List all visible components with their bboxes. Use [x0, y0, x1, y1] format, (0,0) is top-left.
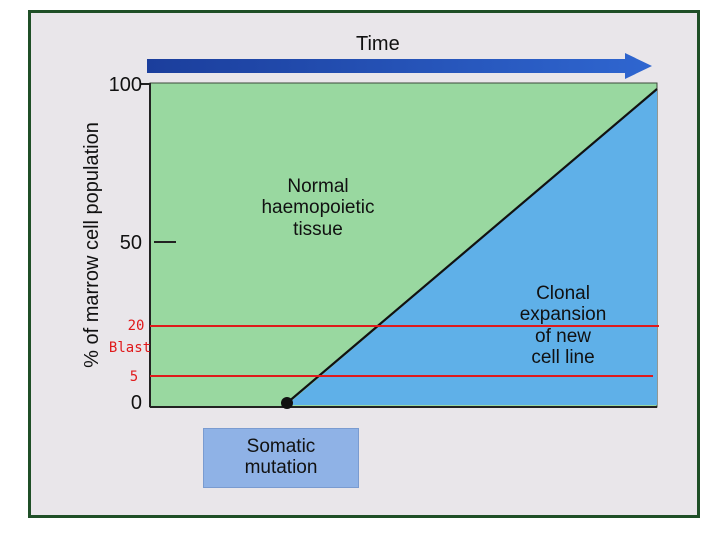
somatic-box-line1: Somatic — [246, 436, 316, 458]
clonal-expansion-label: Clonal expansion of new cell line — [488, 283, 638, 368]
tick-label-100: 100 — [108, 74, 142, 96]
time-arrow — [147, 53, 652, 79]
threshold-label-20: 20 — [127, 318, 145, 334]
tick-label-50: 50 — [119, 232, 142, 254]
somatic-mutation-box: Somatic mutation — [203, 428, 359, 488]
clonal-boundary-line — [286, 88, 658, 404]
mutation-origin-dot — [281, 397, 293, 409]
normal-tissue-label-line2: haemopoietic — [261, 197, 375, 219]
time-label: Time — [356, 33, 400, 55]
normal-tissue-label-line1: Normal — [287, 176, 349, 197]
clonal-label-line2: expansion — [519, 304, 607, 326]
clonal-label-line4: cell line — [531, 346, 595, 368]
threshold-label-5: 5 — [129, 369, 139, 385]
clonal-label-line1: Clonal — [536, 283, 590, 304]
normal-tissue-label: Normal haemopoietic tissue — [238, 176, 398, 240]
somatic-box-line2: mutation — [244, 457, 318, 478]
clonal-label-line3: of new — [535, 325, 591, 347]
normal-tissue-label-line3: tissue — [293, 218, 343, 240]
tick-label-0: 0 — [130, 392, 142, 414]
threshold-label-blast: Blast — [108, 340, 152, 356]
